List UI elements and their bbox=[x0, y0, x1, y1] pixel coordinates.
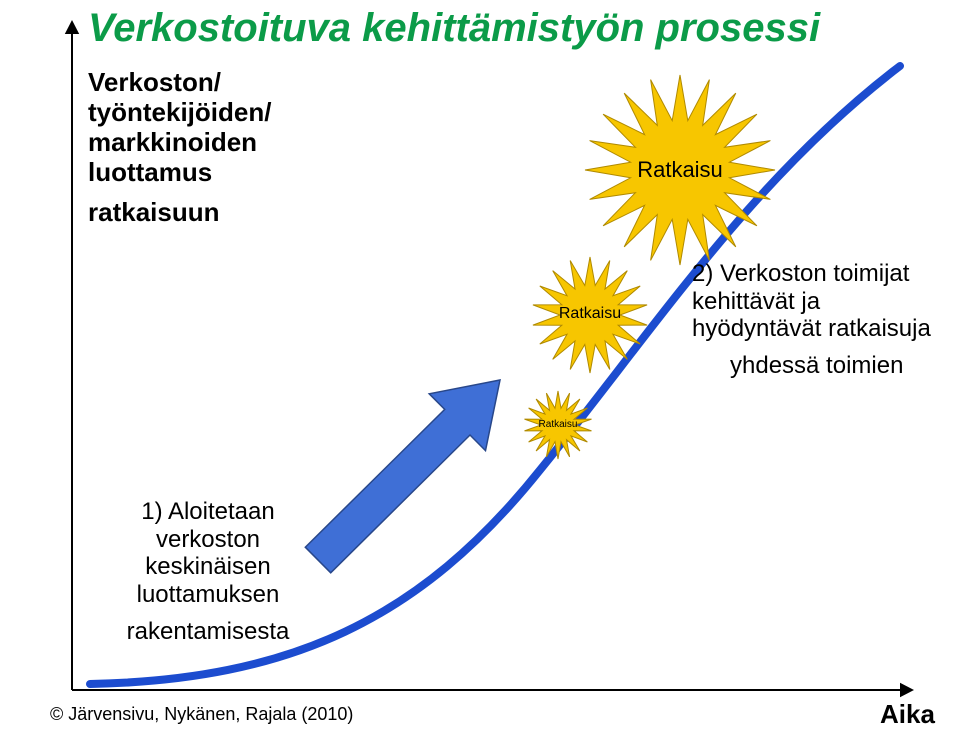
credit-text: © Järvensivu, Nykänen, Rajala (2010) bbox=[50, 704, 353, 725]
y-axis-label-top: Verkoston/ työntekijöiden/ markkinoiden … bbox=[88, 68, 271, 188]
diagram-stage: Verkostoituva kehittämistyön prosessi Ve… bbox=[0, 0, 960, 738]
x-axis-label: Aika bbox=[880, 700, 935, 730]
step1-sub-text: rakentamisesta bbox=[108, 618, 308, 646]
step1-text: 1) Aloitetaan verkoston keskinäisen luot… bbox=[108, 498, 308, 608]
page-title: Verkostoituva kehittämistyön prosessi bbox=[88, 6, 820, 51]
step2-sub-text: yhdessä toimien bbox=[730, 352, 903, 380]
starburst-label-2: Ratkaisu bbox=[600, 157, 760, 183]
y-axis-label-bottom: ratkaisuun bbox=[88, 198, 220, 228]
starburst-label-1: Ratkaisu bbox=[542, 305, 638, 323]
step2-text: 2) Verkoston toimijat kehittävät ja hyöd… bbox=[692, 260, 931, 343]
starburst-label-0: Ratkaisu bbox=[531, 419, 585, 430]
